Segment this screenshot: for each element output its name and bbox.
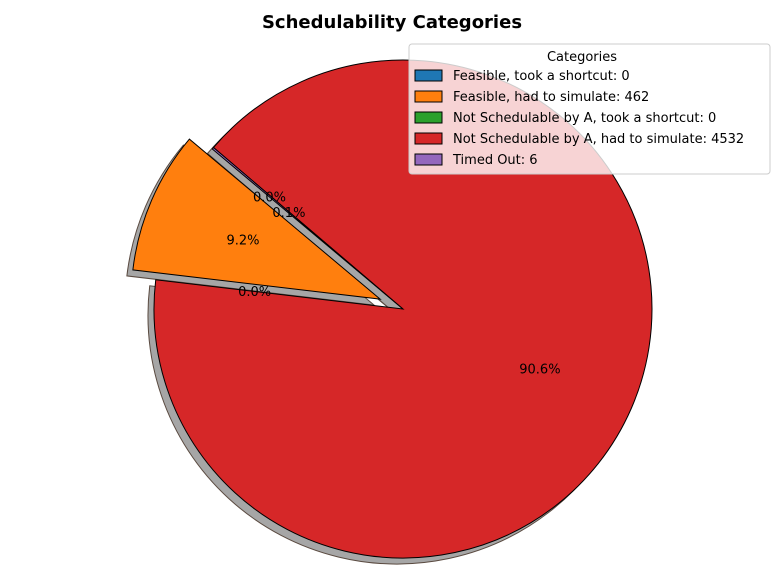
pie-slice-4 (211, 146, 404, 310)
percent-label-2: 0.0% (238, 285, 271, 300)
legend-label-2: Not Schedulable by A, took a shortcut: 0 (453, 111, 716, 126)
percent-labels: 0.0% 9.2% 0.0% 90.6% 0.1% (226, 190, 560, 377)
legend-label-1: Feasible, had to simulate: 462 (453, 90, 649, 105)
legend-swatch-4 (414, 153, 443, 166)
legend-frame (408, 43, 771, 175)
pie-slice-1 (132, 138, 382, 300)
percent-label-0: 0.0% (253, 190, 286, 205)
percent-label-1: 9.2% (226, 233, 259, 248)
legend-swatch-1 (414, 90, 443, 103)
pie-slices (132, 59, 653, 559)
legend-title: Categories (547, 50, 617, 65)
legend-items: Feasible, took a shortcut: 0 Feasible, ha… (414, 69, 744, 168)
pie-slice-3 (153, 59, 653, 559)
chart-title: Schedulability Categories (262, 12, 522, 33)
legend-label-0: Feasible, took a shortcut: 0 (453, 69, 630, 84)
legend-label-4: Timed Out: 6 (452, 153, 538, 168)
percent-label-3: 90.6% (519, 362, 560, 377)
legend-label-3: Not Schedulable by A, had to simulate: 4… (453, 132, 744, 147)
legend-swatch-2 (414, 111, 443, 124)
legend-swatch-3 (414, 132, 443, 145)
percent-label-4: 0.1% (272, 206, 305, 221)
legend-swatch-0 (414, 69, 443, 82)
legend: Categories Feasible, took a shortcut: 0F… (408, 43, 771, 175)
